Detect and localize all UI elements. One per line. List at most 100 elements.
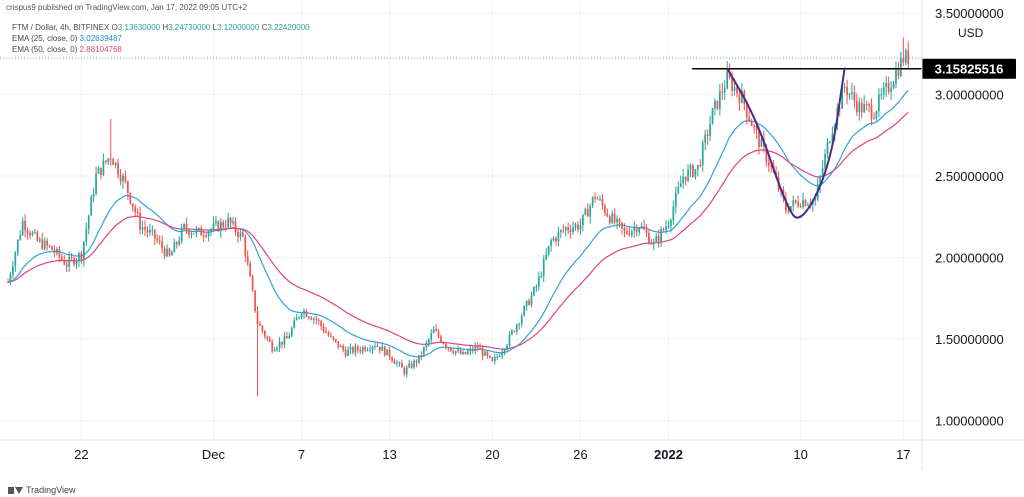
candle	[692, 163, 694, 179]
candle	[572, 221, 574, 236]
candle-body	[197, 228, 200, 230]
candle-body	[878, 94, 880, 112]
candle	[195, 226, 198, 238]
candle	[601, 193, 604, 210]
grid	[0, 0, 922, 440]
candle	[662, 227, 665, 232]
legend-ohlc: O3.13630000 H3.24730000 L3.12000000 C3.2…	[112, 23, 310, 32]
candle	[197, 227, 200, 233]
x-tick-label: 7	[298, 447, 305, 462]
candle	[792, 195, 795, 212]
candle	[109, 118, 112, 166]
candle	[599, 195, 601, 202]
candle	[863, 95, 866, 114]
tradingview-footer[interactable]: TradingView	[8, 485, 76, 495]
candle	[430, 329, 433, 344]
candle-body	[545, 254, 548, 260]
candle-body	[344, 349, 347, 356]
candle-body	[804, 200, 807, 206]
candle	[173, 238, 176, 253]
candle	[623, 223, 626, 238]
candle	[677, 180, 680, 195]
candle-body	[322, 326, 325, 332]
candle	[464, 351, 467, 355]
candle-body	[520, 315, 523, 324]
candle	[254, 290, 256, 313]
candle-body	[577, 224, 579, 230]
candle	[178, 236, 181, 247]
candle	[136, 208, 139, 216]
candle	[82, 241, 85, 267]
candle	[718, 84, 721, 116]
candle-body	[251, 276, 254, 291]
candle	[826, 137, 829, 159]
candle	[310, 316, 313, 321]
candle	[589, 203, 592, 224]
candle	[846, 79, 848, 105]
candle	[704, 129, 707, 151]
candle-body	[785, 198, 787, 211]
candle-body	[153, 229, 156, 239]
candle	[420, 351, 423, 360]
candle	[459, 346, 462, 355]
candle	[249, 260, 252, 277]
candle	[829, 140, 831, 144]
candle-body	[273, 349, 276, 352]
candle-body	[315, 318, 318, 320]
candle-body	[513, 330, 516, 332]
ohlc-key-o: O	[111, 23, 118, 32]
candle	[112, 157, 115, 166]
candle-body	[892, 83, 895, 89]
candle	[38, 236, 41, 244]
candle	[237, 229, 239, 243]
candle	[882, 81, 885, 100]
candle-body	[452, 351, 455, 354]
currency-label: USD	[958, 26, 984, 40]
candle-body	[21, 220, 24, 235]
candle-body	[435, 329, 437, 332]
candle	[376, 342, 379, 348]
x-tick-label: 22	[74, 447, 88, 462]
candle-body	[131, 203, 134, 208]
candle-body	[611, 213, 614, 223]
candle-body	[807, 204, 809, 206]
candle-body	[559, 230, 562, 233]
candle	[369, 344, 371, 353]
candle	[577, 220, 579, 233]
candle	[870, 98, 873, 126]
candle	[104, 160, 107, 165]
candle-body	[349, 347, 352, 350]
candle-body	[677, 186, 680, 193]
candle-body	[156, 238, 159, 241]
candle-body	[129, 192, 132, 204]
candle	[151, 225, 154, 236]
candle-body	[378, 346, 381, 351]
candle-body	[308, 316, 310, 318]
candle	[305, 309, 308, 318]
candle-body	[498, 356, 501, 358]
candle-body	[665, 226, 667, 230]
candle-body	[694, 169, 697, 177]
candle-body	[667, 226, 670, 228]
candle	[635, 224, 638, 237]
candle	[586, 203, 589, 217]
candle	[652, 238, 655, 251]
candle-body	[486, 351, 489, 356]
price-label-text: 3.15825516	[935, 62, 1004, 77]
candle	[158, 235, 161, 245]
candle-body	[848, 93, 851, 96]
candle	[584, 207, 587, 216]
candle-body	[462, 351, 464, 354]
candle-body	[635, 227, 638, 233]
candle-body	[246, 256, 249, 264]
candle	[100, 167, 102, 180]
candle-body	[535, 286, 538, 288]
candle	[667, 220, 670, 229]
candle	[721, 82, 724, 101]
y-tick-label: 3.00000000	[935, 88, 1004, 103]
cup-pattern-curve[interactable]	[726, 67, 846, 219]
candle-body	[432, 329, 435, 334]
candle	[613, 208, 616, 225]
candle	[533, 286, 535, 297]
